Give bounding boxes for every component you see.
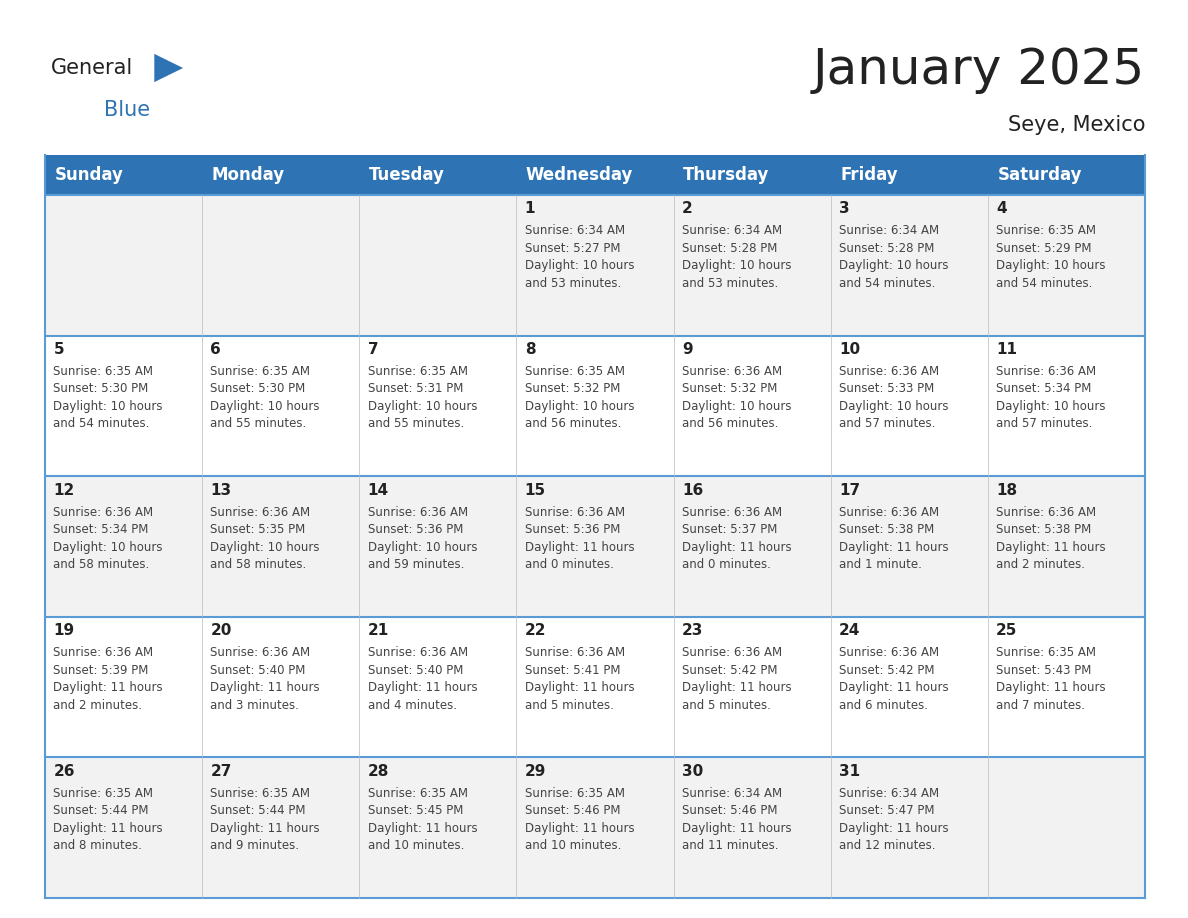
Text: 21: 21 [367, 623, 388, 638]
Text: 2: 2 [682, 201, 693, 217]
Text: Tuesday: Tuesday [368, 166, 444, 184]
FancyBboxPatch shape [674, 155, 830, 195]
Text: Sunrise: 6:36 AM
Sunset: 5:35 PM
Daylight: 10 hours
and 58 minutes.: Sunrise: 6:36 AM Sunset: 5:35 PM Dayligh… [210, 506, 320, 571]
Polygon shape [154, 54, 183, 82]
Text: 22: 22 [525, 623, 546, 638]
Text: Sunrise: 6:34 AM
Sunset: 5:47 PM
Daylight: 11 hours
and 12 minutes.: Sunrise: 6:34 AM Sunset: 5:47 PM Dayligh… [839, 787, 949, 852]
Text: Sunrise: 6:35 AM
Sunset: 5:29 PM
Daylight: 10 hours
and 54 minutes.: Sunrise: 6:35 AM Sunset: 5:29 PM Dayligh… [997, 224, 1106, 290]
Text: 23: 23 [682, 623, 703, 638]
Text: 14: 14 [367, 483, 388, 498]
Text: Sunrise: 6:36 AM
Sunset: 5:38 PM
Daylight: 11 hours
and 2 minutes.: Sunrise: 6:36 AM Sunset: 5:38 PM Dayligh… [997, 506, 1106, 571]
Text: 30: 30 [682, 764, 703, 778]
FancyBboxPatch shape [517, 155, 674, 195]
Text: Sunrise: 6:36 AM
Sunset: 5:39 PM
Daylight: 11 hours
and 2 minutes.: Sunrise: 6:36 AM Sunset: 5:39 PM Dayligh… [53, 646, 163, 711]
Text: Sunrise: 6:36 AM
Sunset: 5:40 PM
Daylight: 11 hours
and 4 minutes.: Sunrise: 6:36 AM Sunset: 5:40 PM Dayligh… [367, 646, 478, 711]
Text: Sunrise: 6:34 AM
Sunset: 5:27 PM
Daylight: 10 hours
and 53 minutes.: Sunrise: 6:34 AM Sunset: 5:27 PM Dayligh… [525, 224, 634, 290]
Text: Sunrise: 6:35 AM
Sunset: 5:30 PM
Daylight: 10 hours
and 54 minutes.: Sunrise: 6:35 AM Sunset: 5:30 PM Dayligh… [53, 365, 163, 431]
Text: 13: 13 [210, 483, 232, 498]
Text: 6: 6 [210, 342, 221, 357]
Text: 5: 5 [53, 342, 64, 357]
Text: Saturday: Saturday [998, 166, 1082, 184]
Text: Sunrise: 6:36 AM
Sunset: 5:42 PM
Daylight: 11 hours
and 5 minutes.: Sunrise: 6:36 AM Sunset: 5:42 PM Dayligh… [682, 646, 791, 711]
Text: Sunrise: 6:36 AM
Sunset: 5:40 PM
Daylight: 11 hours
and 3 minutes.: Sunrise: 6:36 AM Sunset: 5:40 PM Dayligh… [210, 646, 320, 711]
Text: Thursday: Thursday [683, 166, 770, 184]
Text: 25: 25 [997, 623, 1018, 638]
Text: Sunrise: 6:36 AM
Sunset: 5:37 PM
Daylight: 11 hours
and 0 minutes.: Sunrise: 6:36 AM Sunset: 5:37 PM Dayligh… [682, 506, 791, 571]
Text: 26: 26 [53, 764, 75, 778]
Text: Sunrise: 6:36 AM
Sunset: 5:41 PM
Daylight: 11 hours
and 5 minutes.: Sunrise: 6:36 AM Sunset: 5:41 PM Dayligh… [525, 646, 634, 711]
Text: 10: 10 [839, 342, 860, 357]
FancyBboxPatch shape [45, 617, 1145, 757]
Text: 28: 28 [367, 764, 388, 778]
Text: Sunrise: 6:35 AM
Sunset: 5:45 PM
Daylight: 11 hours
and 10 minutes.: Sunrise: 6:35 AM Sunset: 5:45 PM Dayligh… [367, 787, 478, 852]
FancyBboxPatch shape [988, 155, 1145, 195]
Text: Sunrise: 6:34 AM
Sunset: 5:46 PM
Daylight: 11 hours
and 11 minutes.: Sunrise: 6:34 AM Sunset: 5:46 PM Dayligh… [682, 787, 791, 852]
Text: Sunrise: 6:36 AM
Sunset: 5:38 PM
Daylight: 11 hours
and 1 minute.: Sunrise: 6:36 AM Sunset: 5:38 PM Dayligh… [839, 506, 949, 571]
Text: Sunrise: 6:36 AM
Sunset: 5:32 PM
Daylight: 10 hours
and 56 minutes.: Sunrise: 6:36 AM Sunset: 5:32 PM Dayligh… [682, 365, 791, 431]
FancyBboxPatch shape [45, 195, 1145, 336]
Text: Sunrise: 6:35 AM
Sunset: 5:46 PM
Daylight: 11 hours
and 10 minutes.: Sunrise: 6:35 AM Sunset: 5:46 PM Dayligh… [525, 787, 634, 852]
FancyBboxPatch shape [45, 155, 202, 195]
Text: 8: 8 [525, 342, 536, 357]
Text: 31: 31 [839, 764, 860, 778]
Text: Sunrise: 6:35 AM
Sunset: 5:44 PM
Daylight: 11 hours
and 9 minutes.: Sunrise: 6:35 AM Sunset: 5:44 PM Dayligh… [210, 787, 320, 852]
Text: General: General [51, 58, 133, 78]
Text: 11: 11 [997, 342, 1017, 357]
Text: 20: 20 [210, 623, 232, 638]
FancyBboxPatch shape [45, 336, 1145, 476]
FancyBboxPatch shape [45, 757, 1145, 898]
Text: 18: 18 [997, 483, 1017, 498]
Text: Sunrise: 6:36 AM
Sunset: 5:42 PM
Daylight: 11 hours
and 6 minutes.: Sunrise: 6:36 AM Sunset: 5:42 PM Dayligh… [839, 646, 949, 711]
Text: Sunrise: 6:35 AM
Sunset: 5:32 PM
Daylight: 10 hours
and 56 minutes.: Sunrise: 6:35 AM Sunset: 5:32 PM Dayligh… [525, 365, 634, 431]
Text: 7: 7 [367, 342, 378, 357]
Text: Sunrise: 6:34 AM
Sunset: 5:28 PM
Daylight: 10 hours
and 54 minutes.: Sunrise: 6:34 AM Sunset: 5:28 PM Dayligh… [839, 224, 948, 290]
Text: 9: 9 [682, 342, 693, 357]
FancyBboxPatch shape [45, 476, 1145, 617]
Text: Sunrise: 6:36 AM
Sunset: 5:34 PM
Daylight: 10 hours
and 58 minutes.: Sunrise: 6:36 AM Sunset: 5:34 PM Dayligh… [53, 506, 163, 571]
FancyBboxPatch shape [202, 155, 359, 195]
Text: Sunrise: 6:36 AM
Sunset: 5:36 PM
Daylight: 11 hours
and 0 minutes.: Sunrise: 6:36 AM Sunset: 5:36 PM Dayligh… [525, 506, 634, 571]
Text: Monday: Monday [211, 166, 285, 184]
Text: Sunrise: 6:34 AM
Sunset: 5:28 PM
Daylight: 10 hours
and 53 minutes.: Sunrise: 6:34 AM Sunset: 5:28 PM Dayligh… [682, 224, 791, 290]
Text: 4: 4 [997, 201, 1006, 217]
Text: Seye, Mexico: Seye, Mexico [1007, 115, 1145, 135]
Text: Sunrise: 6:36 AM
Sunset: 5:36 PM
Daylight: 10 hours
and 59 minutes.: Sunrise: 6:36 AM Sunset: 5:36 PM Dayligh… [367, 506, 478, 571]
Text: 24: 24 [839, 623, 860, 638]
Text: Sunrise: 6:35 AM
Sunset: 5:31 PM
Daylight: 10 hours
and 55 minutes.: Sunrise: 6:35 AM Sunset: 5:31 PM Dayligh… [367, 365, 478, 431]
Text: Sunrise: 6:35 AM
Sunset: 5:44 PM
Daylight: 11 hours
and 8 minutes.: Sunrise: 6:35 AM Sunset: 5:44 PM Dayligh… [53, 787, 163, 852]
Text: 16: 16 [682, 483, 703, 498]
Text: 19: 19 [53, 623, 75, 638]
Text: 1: 1 [525, 201, 536, 217]
Text: 15: 15 [525, 483, 545, 498]
Text: 17: 17 [839, 483, 860, 498]
Text: Blue: Blue [105, 100, 151, 120]
Text: Sunrise: 6:36 AM
Sunset: 5:33 PM
Daylight: 10 hours
and 57 minutes.: Sunrise: 6:36 AM Sunset: 5:33 PM Dayligh… [839, 365, 948, 431]
Text: 27: 27 [210, 764, 232, 778]
Text: Wednesday: Wednesday [526, 166, 633, 184]
Text: January 2025: January 2025 [813, 46, 1145, 94]
Text: Friday: Friday [840, 166, 898, 184]
FancyBboxPatch shape [359, 155, 517, 195]
Text: Sunrise: 6:35 AM
Sunset: 5:30 PM
Daylight: 10 hours
and 55 minutes.: Sunrise: 6:35 AM Sunset: 5:30 PM Dayligh… [210, 365, 320, 431]
Text: 12: 12 [53, 483, 75, 498]
Text: 29: 29 [525, 764, 546, 778]
Text: Sunday: Sunday [55, 166, 124, 184]
Text: Sunrise: 6:36 AM
Sunset: 5:34 PM
Daylight: 10 hours
and 57 minutes.: Sunrise: 6:36 AM Sunset: 5:34 PM Dayligh… [997, 365, 1106, 431]
Text: 3: 3 [839, 201, 849, 217]
FancyBboxPatch shape [830, 155, 988, 195]
Text: Sunrise: 6:35 AM
Sunset: 5:43 PM
Daylight: 11 hours
and 7 minutes.: Sunrise: 6:35 AM Sunset: 5:43 PM Dayligh… [997, 646, 1106, 711]
